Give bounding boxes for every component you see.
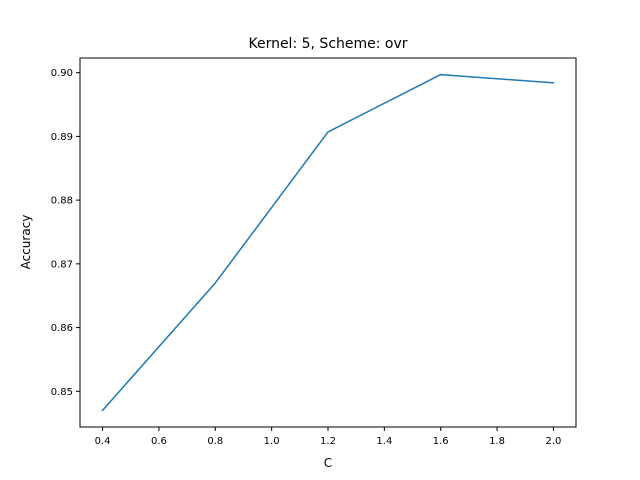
x-tick-label: 0.6: [151, 436, 167, 447]
x-tick-label: 1.0: [264, 436, 280, 447]
y-tick-label: 0.90: [51, 68, 73, 79]
y-tick-label: 0.87: [51, 259, 73, 270]
plot-frame: [79, 57, 577, 428]
x-tick-label: 1.8: [489, 436, 505, 447]
plot-area: [80, 58, 576, 427]
y-tick-label: 0.88: [51, 196, 73, 207]
x-tick-label: 1.2: [320, 436, 336, 447]
y-axis-ticks: 0.85 0.86 0.87 0.88 0.89 0.90: [51, 68, 80, 398]
x-tick-label: 1.4: [376, 436, 392, 447]
y-tick-label: 0.86: [51, 323, 73, 334]
y-tick-label: 0.85: [51, 387, 73, 398]
x-tick-label: 0.8: [207, 436, 223, 447]
y-axis-label: Accuracy: [19, 215, 33, 270]
x-tick-label: 0.4: [95, 436, 111, 447]
y-tick-label: 0.89: [51, 132, 73, 143]
x-axis-ticks: 0.4 0.6 0.8 1.0 1.2 1.4 1.6 1.8 2.0: [95, 427, 562, 447]
x-axis-label: C: [324, 456, 332, 470]
series-layer: [101, 73, 555, 412]
series-line: [101, 73, 555, 412]
chart-title: Kernel: 5, Scheme: ovr: [248, 36, 407, 52]
x-tick-label: 1.6: [433, 436, 449, 447]
x-tick-label: 2.0: [546, 436, 562, 447]
